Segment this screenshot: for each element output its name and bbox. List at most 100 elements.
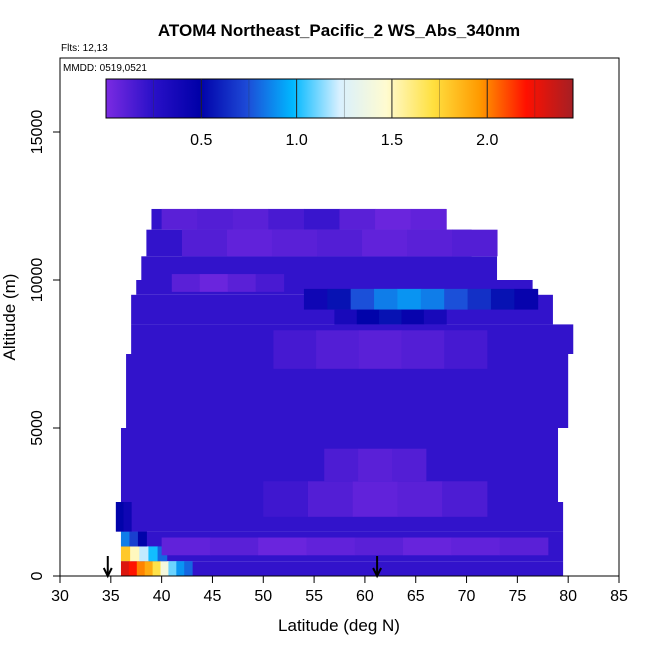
- feature-0-cell-0: [120, 561, 130, 576]
- feature-4-cell-1: [327, 288, 352, 310]
- feature-9-cell-5: [403, 537, 452, 556]
- feature-8-cell-1: [199, 274, 229, 292]
- feature-7-cell-6: [452, 229, 498, 257]
- feature-7-cell-5: [407, 229, 453, 257]
- feature-5-cell-0: [334, 309, 358, 325]
- feature-3-cell-0: [115, 502, 125, 532]
- feature-0-cell-3: [144, 561, 154, 576]
- chart-title: ATOM4 Northeast_Pacific_2 WS_Abs_340nm: [158, 21, 520, 40]
- colorbar: 0.5 1.0 1.5 2.0: [105, 78, 574, 149]
- feature-12-cell-2: [358, 330, 402, 369]
- feature-0-cell-1: [128, 561, 138, 576]
- envelope-band-0: [120, 561, 564, 576]
- x-tick-label-5: 55: [305, 588, 323, 605]
- x-tick-label-0: 30: [51, 588, 69, 605]
- x-tick-label-7: 65: [407, 588, 425, 605]
- feature-11-cell-0: [324, 448, 359, 482]
- feature-0-cell-2: [136, 561, 146, 576]
- feature-4-cell-8: [490, 288, 515, 310]
- y-tick-label-1: 5000: [29, 410, 46, 446]
- flights-note: Flts: 12,13: [61, 43, 108, 54]
- feature-7-cell-2: [271, 229, 318, 257]
- feature-9-cell-6: [451, 537, 501, 556]
- feature-9-cell-0: [161, 537, 211, 556]
- feature-7-cell-3: [316, 229, 363, 257]
- feature-6-cell-1: [197, 208, 234, 230]
- feature-2-cell-0: [120, 531, 130, 547]
- feature-6-cell-2: [232, 208, 269, 230]
- feature-2-cell-1: [129, 531, 139, 547]
- y-tick-label-0: 0: [29, 571, 46, 580]
- feature-0-cell-4: [152, 561, 162, 576]
- feature-2-cell-2: [137, 531, 147, 547]
- x-tick-label-11: 85: [610, 588, 628, 605]
- feature-4-cell-2: [350, 288, 375, 310]
- feature-10-cell-4: [442, 481, 488, 517]
- x-tick-label-2: 40: [153, 588, 171, 605]
- feature-6-cell-5: [339, 208, 376, 230]
- feature-12-cell-4: [444, 330, 488, 369]
- feature-8-cell-2: [227, 274, 257, 292]
- feature-4-cell-7: [467, 288, 492, 310]
- feature-0-cell-8: [184, 561, 193, 576]
- feature-6-cell-0: [161, 208, 198, 230]
- feature-10-cell-0: [263, 481, 309, 517]
- feature-1-cell-3: [148, 546, 159, 562]
- data-features: [115, 208, 549, 576]
- feature-1-cell-2: [139, 546, 149, 562]
- colorbar-tick-label-1: 1.0: [285, 132, 307, 149]
- feature-5-cell-2: [379, 309, 402, 325]
- feature-7-cell-4: [362, 229, 408, 257]
- colorbar-tick-label-3: 2.0: [476, 132, 498, 149]
- feature-4-cell-3: [374, 288, 398, 310]
- feature-9-cell-3: [306, 537, 356, 556]
- feature-12-cell-0: [273, 330, 317, 369]
- feature-10-cell-1: [307, 481, 354, 517]
- feature-6-cell-4: [303, 208, 340, 230]
- feature-6-cell-3: [268, 208, 305, 230]
- feature-10-cell-2: [352, 481, 398, 517]
- colorbar-tick-label-2: 1.5: [381, 132, 403, 149]
- feature-3-cell-1: [123, 502, 132, 532]
- x-axis: 30 35 40 45 50 55 60 65 70 75 80 85: [51, 575, 628, 605]
- feature-11-cell-2: [392, 448, 427, 482]
- feature-4-cell-4: [397, 288, 422, 310]
- x-tick-label-10: 80: [559, 588, 577, 605]
- x-tick-label-8: 70: [458, 588, 476, 605]
- feature-0-cell-5: [160, 561, 169, 576]
- feature-7-cell-1: [226, 229, 273, 257]
- feature-0-cell-6: [168, 561, 177, 576]
- x-tick-label-3: 45: [204, 588, 222, 605]
- feature-8-cell-3: [255, 274, 285, 292]
- feature-12-cell-3: [401, 330, 445, 369]
- x-tick-label-6: 60: [356, 588, 374, 605]
- feature-0-cell-7: [176, 561, 185, 576]
- feature-9-cell-1: [209, 537, 259, 556]
- feature-12-cell-1: [316, 330, 360, 369]
- colorbar-gradient: [105, 78, 574, 119]
- data-envelope: [115, 208, 574, 576]
- y-axis: 0 5000 10000 15000: [29, 110, 61, 580]
- feature-1-cell-0: [120, 546, 131, 562]
- colorbar-tick-label-0: 0.5: [190, 132, 212, 149]
- feature-11-cell-1: [358, 448, 393, 482]
- feature-5-cell-4: [423, 309, 447, 325]
- y-tick-label-3: 15000: [29, 110, 46, 155]
- feature-6-cell-6: [375, 208, 412, 230]
- feature-9-cell-4: [354, 537, 404, 556]
- feature-6-cell-7: [410, 208, 447, 230]
- dates-note: MMDD: 0519,0521: [63, 63, 147, 74]
- feature-9-cell-2: [258, 537, 307, 556]
- y-axis-label: Altitude (m): [0, 274, 19, 361]
- feature-4-cell-9: [514, 288, 539, 310]
- feature-5-cell-3: [401, 309, 425, 325]
- y-tick-label-2: 10000: [29, 258, 46, 303]
- feature-9-cell-7: [499, 537, 549, 556]
- feature-1-cell-1: [130, 546, 140, 562]
- feature-7-cell-0: [181, 229, 228, 257]
- feature-8-cell-0: [171, 274, 201, 292]
- x-axis-label: Latitude (deg N): [278, 616, 400, 635]
- feature-10-cell-3: [397, 481, 443, 517]
- feature-5-cell-1: [356, 309, 380, 325]
